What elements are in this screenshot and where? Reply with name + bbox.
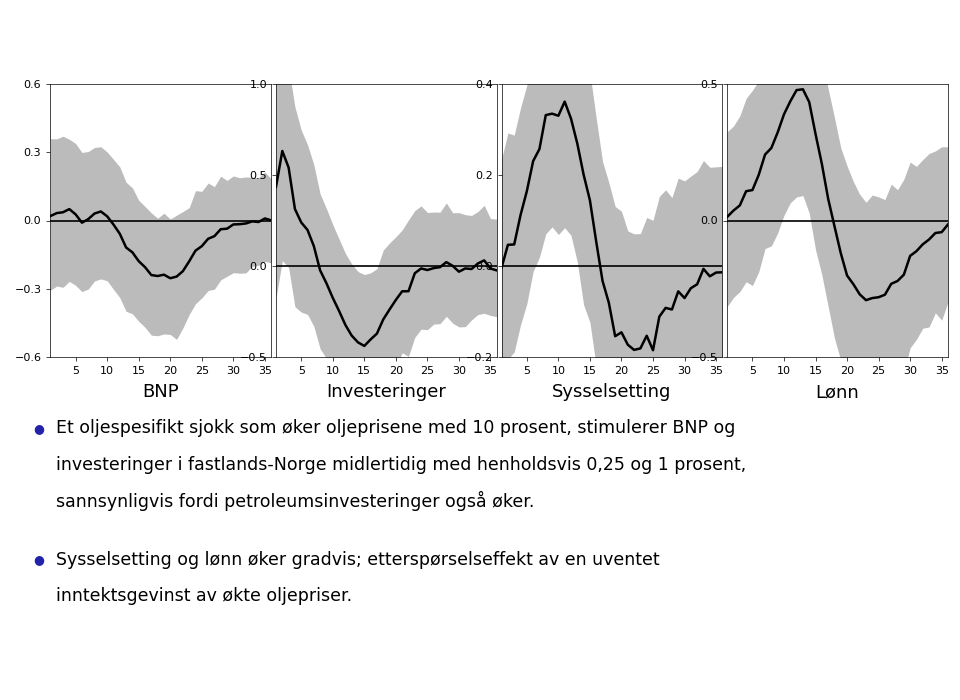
Text: sannsynligvis fordi petroleumsinvesteringer også øker.: sannsynligvis fordi petroleumsinvesterin… <box>56 491 534 511</box>
Text: ●: ● <box>34 422 44 435</box>
X-axis label: BNP: BNP <box>142 383 180 401</box>
Text: Bjørnland og Thorsrud  (CAMP): Bjørnland og Thorsrud (CAMP) <box>19 674 201 687</box>
Text: investeringer i fastlands-Norge midlertidig med henholdsvis 0,25 og 1 prosent,: investeringer i fastlands-Norge midlerti… <box>56 456 746 474</box>
X-axis label: Lønn: Lønn <box>816 383 859 401</box>
Text: 16 / 26: 16 / 26 <box>894 674 935 687</box>
Text: Sysselsetting og lønn øker gradvis; etterspørselseffekt av en uventet: Sysselsetting og lønn øker gradvis; ette… <box>56 551 660 569</box>
Text: Ringvirkninger av olje: Ringvirkninger av olje <box>415 674 545 687</box>
Text: Impulsrespons på fastlandet av oljeprissjokk: Impulsrespons på fastlandet av oljepriss… <box>21 20 670 52</box>
X-axis label: Sysselsetting: Sysselsetting <box>552 383 672 401</box>
X-axis label: Investeringer: Investeringer <box>326 383 446 401</box>
Text: inntektsgevinst av økte oljepriser.: inntektsgevinst av økte oljepriser. <box>56 587 351 606</box>
Text: Et oljespesifikt sjokk som øker oljeprisene med 10 prosent, stimulerer BNP og: Et oljespesifikt sjokk som øker oljepris… <box>56 419 735 438</box>
Text: 17. desember 2013: 17. desember 2013 <box>787 674 902 687</box>
Text: ●: ● <box>34 554 44 566</box>
